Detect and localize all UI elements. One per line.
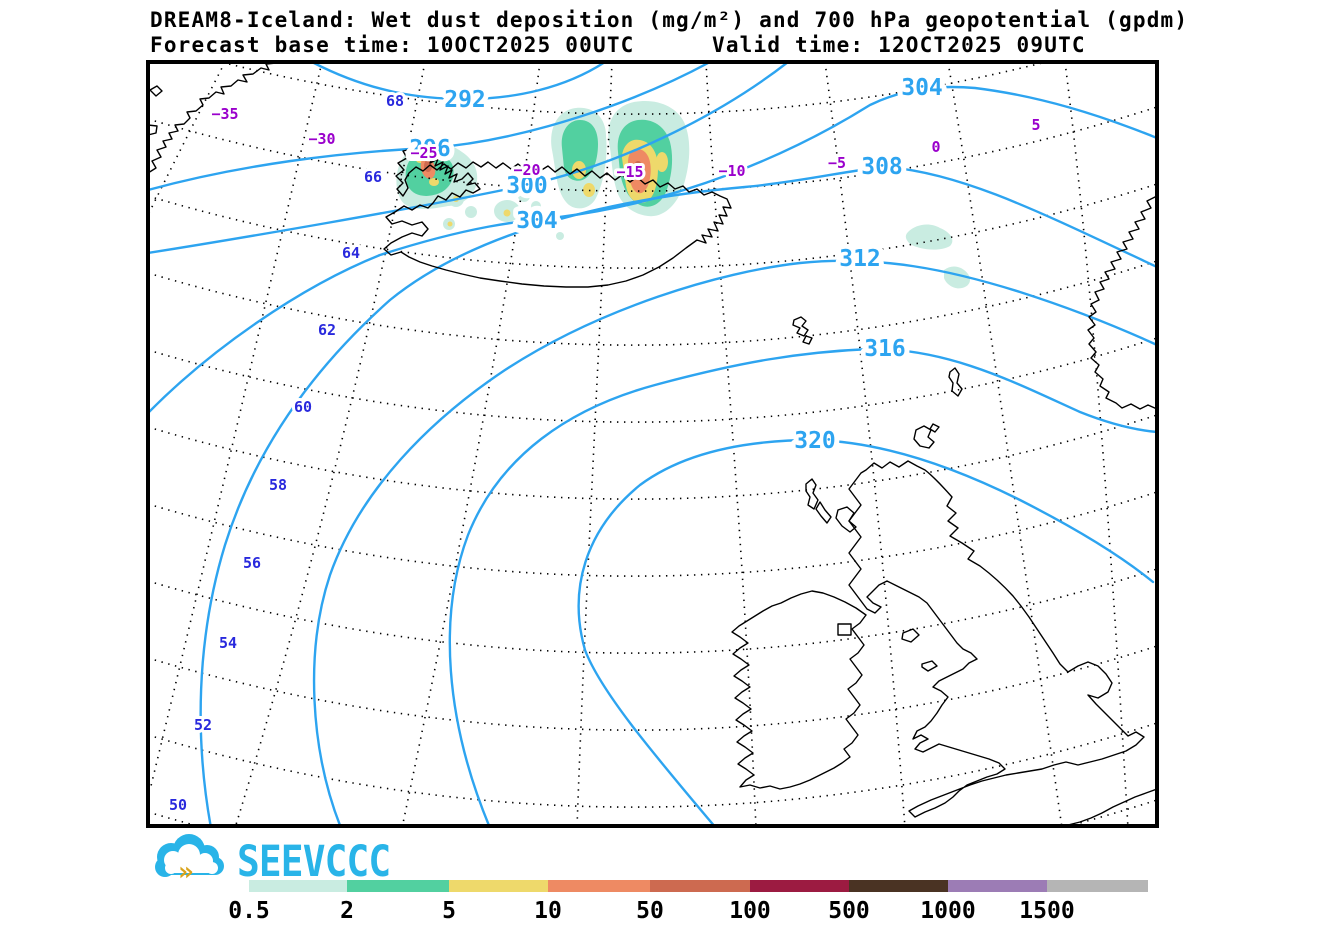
seevccc-logo: » SEEVCCC (155, 834, 391, 887)
title-valid-time: Valid time: 12OCT2025 09UTC (712, 33, 1086, 57)
contour-308 (199, 165, 1157, 826)
anglesey-island (921, 660, 938, 672)
colorbar-segment-10-50 (548, 880, 650, 892)
latitude-labels: 68 66 64 62 60 58 56 54 52 50 (166, 89, 407, 817)
colorbar-tick-100: 100 (729, 898, 771, 924)
colorbar-segment-2-5 (347, 880, 449, 892)
wet-dust-deposition-layer (396, 100, 970, 289)
lat-label-60: 60 (294, 398, 312, 416)
contour-312 (312, 259, 1157, 826)
lat-label-56: 56 (243, 554, 261, 572)
contour-label-316: 316 (864, 336, 906, 362)
graticule-meridians (148, 62, 1129, 826)
temp-label-m30: −30 (308, 130, 335, 148)
deposition-colorbar: 0.5 2 5 10 50 100 500 1000 1500 (228, 880, 1148, 924)
temp-label-m15: −15 (616, 163, 643, 181)
title-forecast-base-time: Forecast base time: 10OCT2025 00UTC (150, 33, 635, 57)
colorbar-segment-50-100 (650, 880, 750, 892)
continental-europe-coast (1057, 788, 1157, 826)
great-britain-coast (848, 460, 1145, 818)
shetland-islands (948, 367, 963, 397)
temp-label-0: 0 (931, 138, 940, 156)
contour-label-320: 320 (794, 428, 836, 454)
graticule (148, 62, 1157, 826)
colorbar-tick-500: 500 (828, 898, 870, 924)
contour-label-308: 308 (861, 154, 903, 180)
contour-292 (310, 62, 607, 101)
contour-316 (448, 347, 1157, 826)
temp-label-m35: −35 (211, 105, 238, 123)
figure-title: DREAM8-Iceland: Wet dust deposition (mg/… (150, 8, 1188, 57)
colorbar-tick-1500: 1500 (1019, 898, 1074, 924)
colorbar-segment-1000-1500 (948, 880, 1047, 892)
colorbar-tick-0p5: 0.5 (228, 898, 270, 924)
contour-label-292: 292 (444, 87, 486, 113)
contour-label-304-west: 304 (516, 208, 558, 234)
colorbar-segment-0p5-2 (249, 880, 347, 892)
graticule-parallels (148, 62, 1157, 826)
greenland-coast (148, 62, 284, 174)
ireland-coast (731, 590, 867, 790)
colorbar-tick-1000: 1000 (920, 898, 975, 924)
lat-label-50: 50 (169, 796, 187, 814)
logo-text: SEEVCCC (237, 836, 390, 887)
contour-296 (148, 62, 712, 192)
colorbar-segment-500-1000 (849, 880, 948, 892)
temperature-labels: −35 −30 −25 −20 −15 −10 −5 0 5 (208, 102, 1043, 184)
title-line-1: DREAM8-Iceland: Wet dust deposition (mg/… (150, 8, 1188, 32)
contour-300 (148, 62, 790, 255)
colorbar-tick-50: 50 (636, 898, 664, 924)
contour-label-304-east: 304 (901, 75, 943, 101)
colorbar-segment-5-10 (449, 880, 548, 892)
contour-label-312: 312 (839, 246, 881, 272)
greenland-islets (148, 85, 163, 136)
faroe-islands (792, 316, 813, 345)
geopotential-contours (148, 62, 1157, 826)
map-frame (146, 60, 1159, 828)
temp-label-m5: −5 (828, 154, 846, 172)
lat-label-68: 68 (386, 92, 404, 110)
geopotential-contour-labels: 292 296 300 304 304 308 312 316 320 (404, 70, 948, 459)
temp-label-m10: −10 (718, 162, 745, 180)
colorbar-segment-100-500 (750, 880, 849, 892)
hebrides-islands (805, 478, 857, 533)
lat-label-52: 52 (194, 716, 212, 734)
colorbar-tick-10: 10 (534, 898, 562, 924)
colorbar-segment-1500plus (1047, 880, 1148, 892)
contour-label-300: 300 (506, 173, 548, 199)
iceland-coast (383, 147, 732, 288)
cloud-arrow-icon: » (178, 857, 194, 887)
contour-304 (148, 85, 1157, 415)
lat-label-64: 64 (342, 244, 360, 262)
lat-label-58: 58 (269, 476, 287, 494)
norway-coast (1087, 195, 1157, 410)
lat-label-62: 62 (318, 321, 336, 339)
lat-label-66: 66 (364, 168, 382, 186)
lat-label-54: 54 (219, 634, 237, 652)
colorbar-tick-2: 2 (340, 898, 354, 924)
temp-label-5: 5 (1031, 116, 1040, 134)
contour-320 (577, 438, 1155, 826)
colorbar-tick-labels: 0.5 2 5 10 50 100 500 1000 1500 (228, 898, 1074, 924)
coastlines (148, 62, 1157, 826)
isle-of-man (901, 628, 920, 643)
temp-label-m25: −25 (410, 144, 437, 162)
contour-label-296: 296 (409, 136, 451, 162)
colorbar-tick-5: 5 (442, 898, 456, 924)
cloud-icon: » (155, 834, 224, 887)
temp-label-m20: −20 (513, 161, 540, 179)
lough-neagh-lake (837, 623, 852, 636)
orkney-islands (913, 423, 940, 449)
